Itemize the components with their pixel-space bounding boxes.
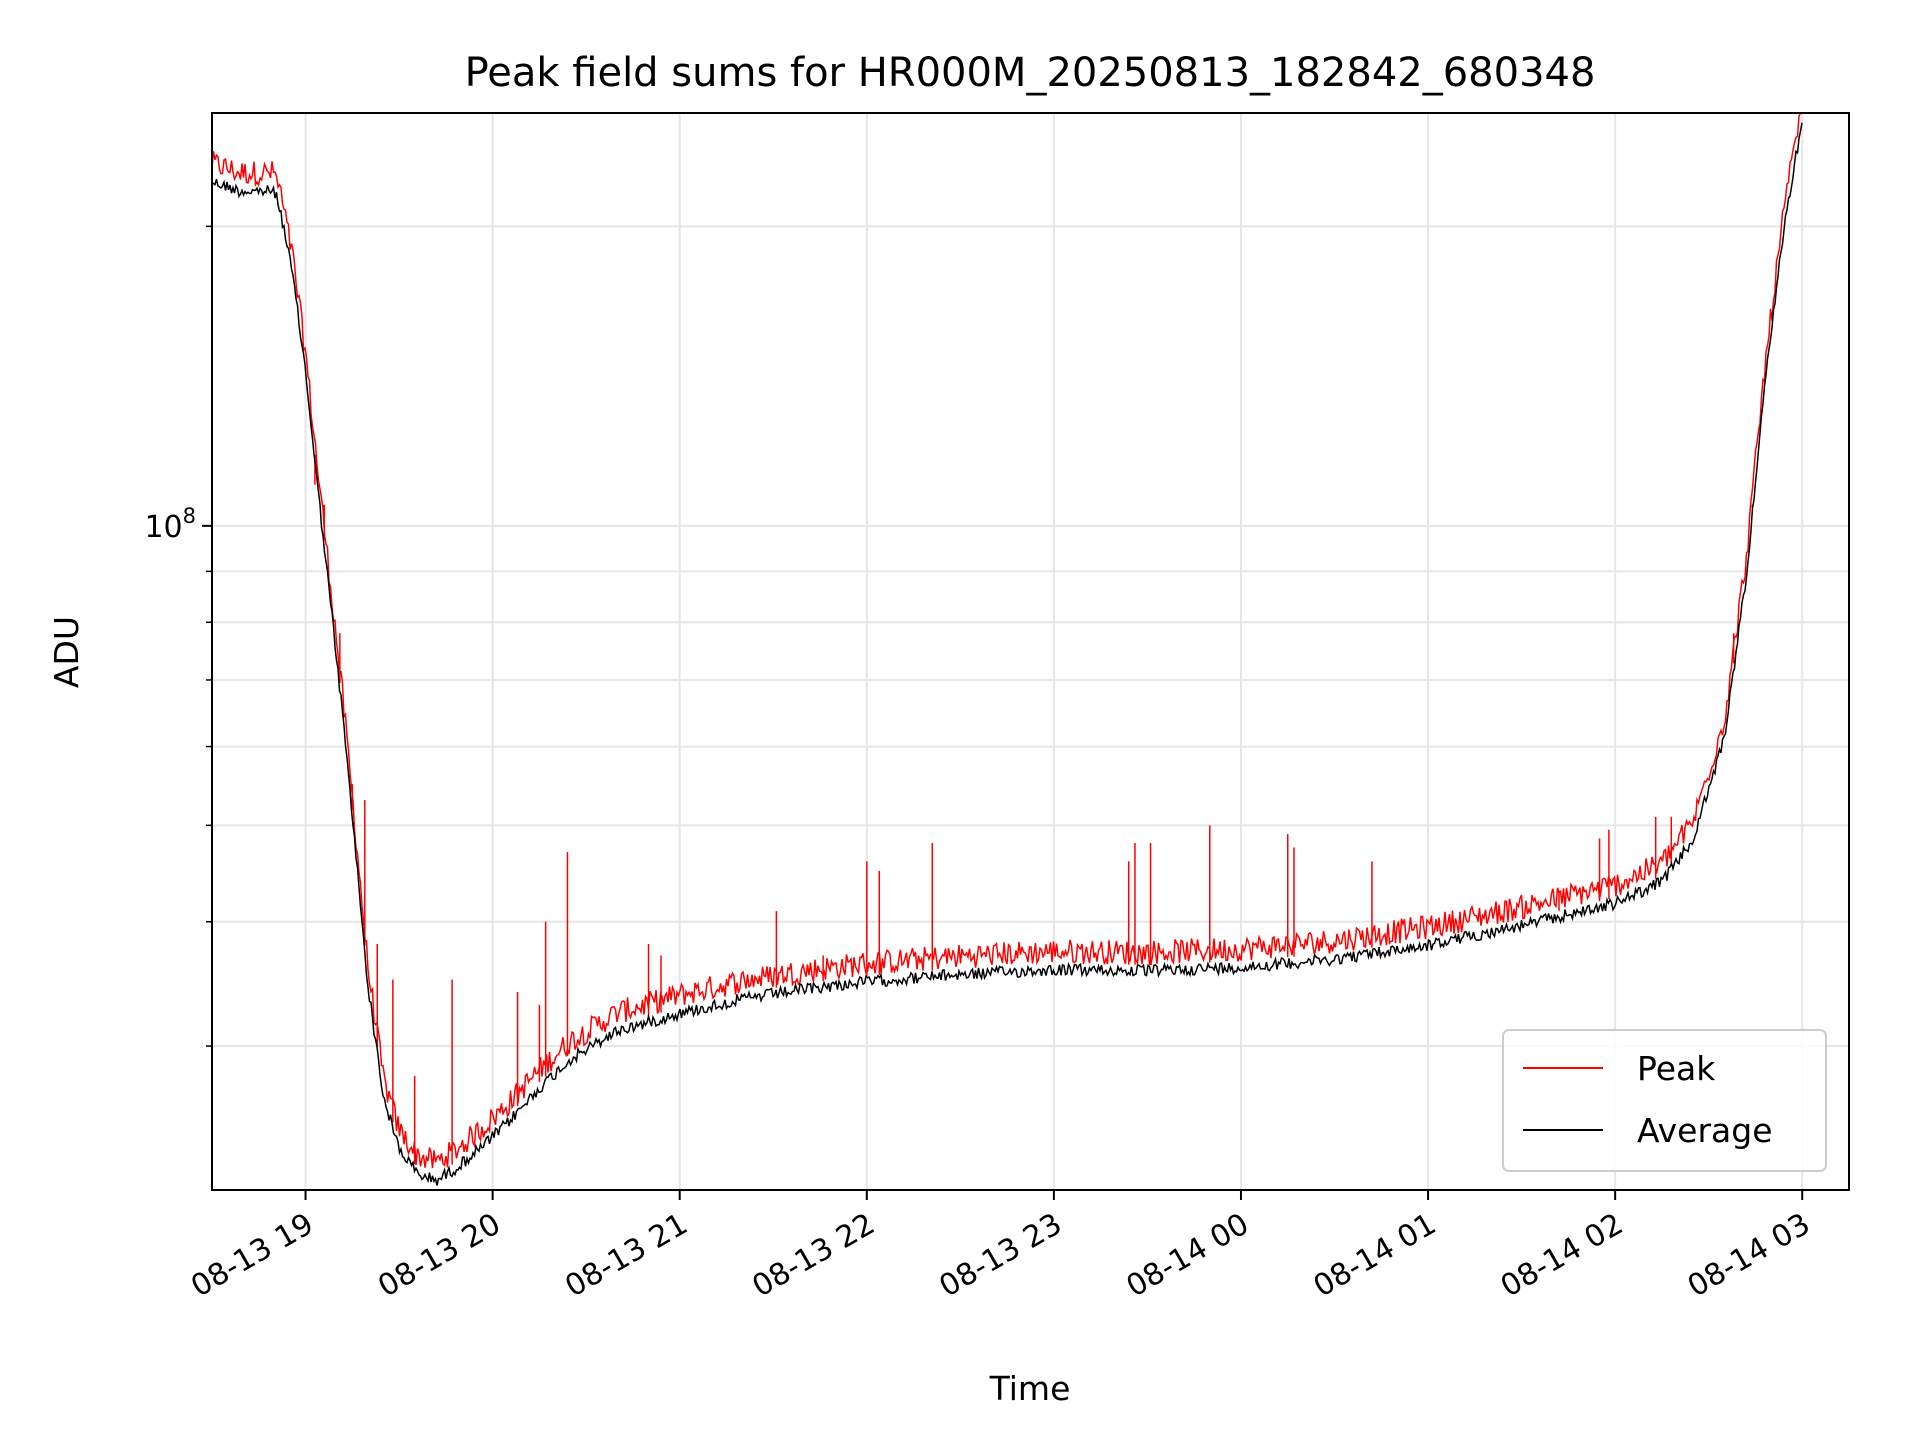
legend: Peak Average bbox=[1502, 1029, 1827, 1172]
y-tick-label-exponent: 8 bbox=[183, 504, 196, 528]
y-tick-label-base: 10 bbox=[144, 510, 182, 545]
plot-lines bbox=[211, 112, 1803, 1186]
y-tick-label: 108 bbox=[144, 504, 196, 545]
y-axis-title: ADU bbox=[47, 616, 86, 688]
plot-frame bbox=[211, 112, 1850, 1191]
legend-box bbox=[1502, 1029, 1827, 1172]
series-line-peak bbox=[211, 112, 1802, 1169]
x-axis-title: Time bbox=[989, 1369, 1071, 1408]
legend-label-peak: Peak bbox=[1637, 1049, 1716, 1088]
series-line-average bbox=[211, 122, 1803, 1186]
legend-label-average: Average bbox=[1637, 1111, 1773, 1150]
y-axis: 108 bbox=[144, 225, 212, 1047]
chart-title: Peak field sums for HR000M_20250813_1828… bbox=[465, 50, 1596, 96]
